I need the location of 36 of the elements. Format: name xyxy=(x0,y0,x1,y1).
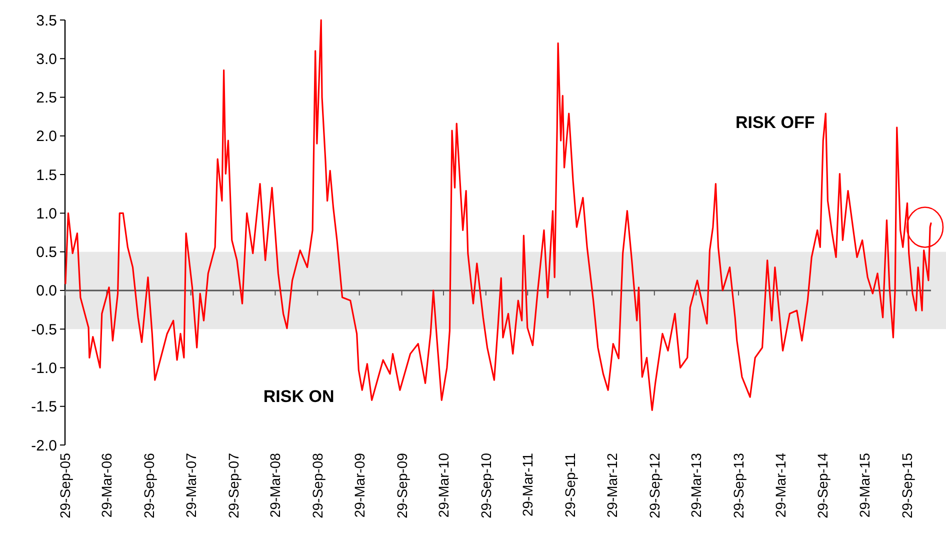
x-tick-label: 29-Sep-15 xyxy=(898,452,915,518)
x-tick-label: 29-Mar-13 xyxy=(688,452,704,518)
x-tick-label: 29-Mar-10 xyxy=(435,452,452,518)
y-tick-label: 0.0 xyxy=(36,282,57,300)
y-tick-label: 3.5 xyxy=(36,12,57,30)
x-tick-label: 29-Sep-14 xyxy=(814,452,831,518)
x-tick-label: 29-Sep-11 xyxy=(562,452,578,518)
line-series xyxy=(64,19,932,412)
y-tick-label: 0.5 xyxy=(36,244,57,262)
y-tick-label: -1.5 xyxy=(31,398,57,416)
x-tick-label: 29-Mar-14 xyxy=(772,452,788,518)
x-tick-label: 29-Mar-12 xyxy=(604,452,620,518)
x-tick-label: 29-Sep-13 xyxy=(730,452,747,518)
x-tick-label: 29-Sep-06 xyxy=(141,452,158,518)
x-tick-label: 29-Sep-07 xyxy=(225,452,242,518)
x-tick-label: 29-Mar-11 xyxy=(520,452,536,517)
annotation: RISK ON xyxy=(263,387,334,406)
x-tick-label: 29-Sep-09 xyxy=(394,452,410,518)
y-tick-label: 2.5 xyxy=(36,90,57,107)
y-tick-label: -2.0 xyxy=(31,437,57,454)
x-tick-label: 29-Sep-05 xyxy=(57,452,73,518)
x-tick-label: 29-Sep-12 xyxy=(646,452,662,518)
x-tick-label: 29-Mar-07 xyxy=(182,452,199,518)
x-tick-label: 29-Mar-06 xyxy=(98,452,115,518)
y-tick-label: 2.0 xyxy=(36,128,57,146)
x-tick-label: 29-Mar-15 xyxy=(856,452,872,518)
y-tick-label: 3.0 xyxy=(36,50,57,68)
x-tick-label: 29-Mar-09 xyxy=(351,452,368,518)
annotation: RISK OFF xyxy=(735,112,815,132)
y-tick-label: -1.0 xyxy=(31,360,57,377)
y-tick-label: -0.5 xyxy=(31,321,57,338)
y-tick-label: 1.0 xyxy=(36,205,57,222)
x-tick-label: 29-Mar-08 xyxy=(267,452,284,518)
x-tick-label: 29-Sep-08 xyxy=(310,452,326,518)
x-tick-label: 29-Sep-10 xyxy=(478,452,494,518)
y-tick-label: 1.5 xyxy=(36,166,57,184)
